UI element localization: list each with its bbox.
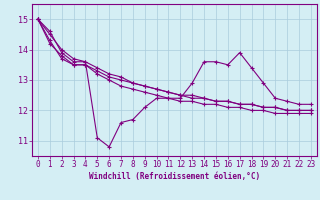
X-axis label: Windchill (Refroidissement éolien,°C): Windchill (Refroidissement éolien,°C) bbox=[89, 172, 260, 181]
